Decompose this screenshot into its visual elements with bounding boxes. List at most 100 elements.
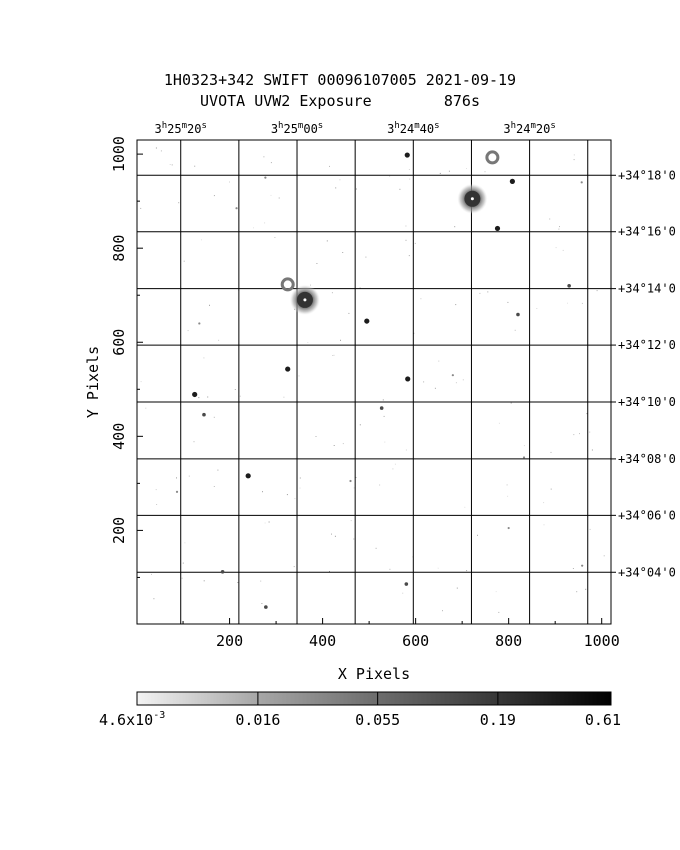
- noise-speck: [507, 301, 509, 303]
- noise-speck: [405, 225, 407, 227]
- noise-speck: [298, 375, 300, 377]
- dec-tick-label: +34°18'0: [618, 168, 676, 182]
- noise-speck: [589, 528, 591, 530]
- noise-speck: [550, 488, 552, 490]
- x-tick-label: 1000: [584, 632, 620, 650]
- noise-speck: [477, 534, 478, 536]
- noise-speck: [536, 308, 538, 309]
- noise-speck: [438, 360, 440, 362]
- noise-speck: [156, 504, 158, 505]
- noise-speck: [353, 538, 355, 540]
- dec-tick-label: +34°10'0: [618, 395, 676, 409]
- noise-speck: [294, 498, 296, 500]
- noise-speck: [507, 495, 509, 497]
- point-source: [264, 176, 267, 179]
- noise-speck: [414, 242, 416, 244]
- point-source: [202, 412, 206, 417]
- noise-speck: [389, 568, 391, 570]
- noise-speck: [213, 486, 215, 487]
- y-tick-label: 800: [110, 235, 128, 262]
- noise-speck: [262, 491, 263, 493]
- noise-speck: [589, 431, 591, 433]
- y-axis-label: Y Pixels: [84, 346, 102, 418]
- dec-tick-label: +34°08'0: [618, 452, 676, 466]
- noise-speck: [423, 381, 425, 383]
- noise-speck: [572, 568, 574, 569]
- point-source: [245, 473, 251, 479]
- noise-speck: [207, 396, 209, 398]
- noise-speck: [384, 441, 386, 443]
- point-source: [264, 605, 268, 609]
- noise-speck: [188, 475, 190, 477]
- noise-speck: [229, 181, 230, 183]
- noise-speck: [408, 169, 410, 170]
- point-source: [364, 318, 370, 324]
- noise-speck: [333, 354, 335, 356]
- noise-speck: [151, 573, 152, 575]
- noise-speck: [523, 445, 525, 447]
- y-tick-label: 400: [110, 423, 128, 450]
- noise-speck: [555, 247, 557, 249]
- point-source: [567, 284, 571, 288]
- noise-speck: [562, 249, 564, 251]
- coordinate-grid: [137, 140, 611, 624]
- noise-speck: [203, 580, 205, 582]
- noise-speck: [278, 197, 280, 199]
- noise-speck: [383, 415, 385, 417]
- noise-speck: [274, 237, 276, 238]
- noise-speck: [329, 571, 330, 572]
- noise-speck: [510, 402, 512, 404]
- point-source: [509, 178, 515, 184]
- noise-speck: [270, 162, 272, 164]
- noise-speck: [184, 542, 186, 544]
- x-tick-label: 800: [495, 632, 522, 650]
- noise-speck: [283, 396, 285, 398]
- noise-speck: [559, 226, 560, 228]
- noise-speck: [193, 441, 195, 443]
- noise-speck: [442, 610, 443, 612]
- noise-speck: [549, 218, 551, 220]
- point-source: [494, 225, 501, 232]
- colorbar: 4.6x10-3 0.016 0.055 0.19 0.61: [99, 691, 621, 729]
- noise-speck: [335, 187, 337, 189]
- sources-layer: [175, 150, 584, 609]
- noise-speck: [591, 449, 593, 451]
- point-source: [522, 456, 526, 459]
- noise-speck: [394, 463, 396, 465]
- noise-speck: [359, 424, 361, 426]
- noise-speck: [348, 312, 350, 314]
- point-source: [404, 582, 409, 586]
- bright-source-center: [303, 298, 307, 302]
- noise-speck: [198, 397, 200, 399]
- noise-speck: [293, 566, 295, 568]
- noise-speck: [183, 260, 185, 262]
- noise-speck: [581, 302, 583, 304]
- noise-speck: [484, 171, 486, 173]
- ra-tick-label: 3h25m20s: [155, 121, 207, 136]
- background-noise-layer: [140, 147, 605, 613]
- noise-speck: [201, 239, 202, 241]
- noise-speck: [420, 298, 422, 300]
- point-source: [220, 569, 225, 574]
- y-tick-label: 1000: [110, 136, 128, 172]
- ghost-ring: [280, 277, 295, 292]
- point-source: [198, 322, 201, 325]
- point-source: [516, 312, 520, 317]
- noise-speck: [409, 178, 411, 180]
- noise-speck: [315, 436, 317, 437]
- dec-tick-label: +34°12'0: [618, 338, 676, 352]
- noise-speck: [153, 598, 155, 600]
- noise-speck: [498, 422, 500, 424]
- noise-speck: [558, 228, 560, 230]
- colorbar-label: 0.19: [480, 711, 516, 729]
- ra-tick-label: 3h24m40s: [387, 121, 439, 136]
- noise-speck: [140, 207, 142, 209]
- noise-speck: [466, 570, 468, 572]
- noise-speck: [455, 382, 457, 384]
- noise-speck: [264, 522, 266, 524]
- noise-speck: [399, 188, 401, 190]
- noise-speck: [379, 484, 381, 486]
- noise-speck: [402, 592, 404, 594]
- noise-speck: [462, 379, 464, 381]
